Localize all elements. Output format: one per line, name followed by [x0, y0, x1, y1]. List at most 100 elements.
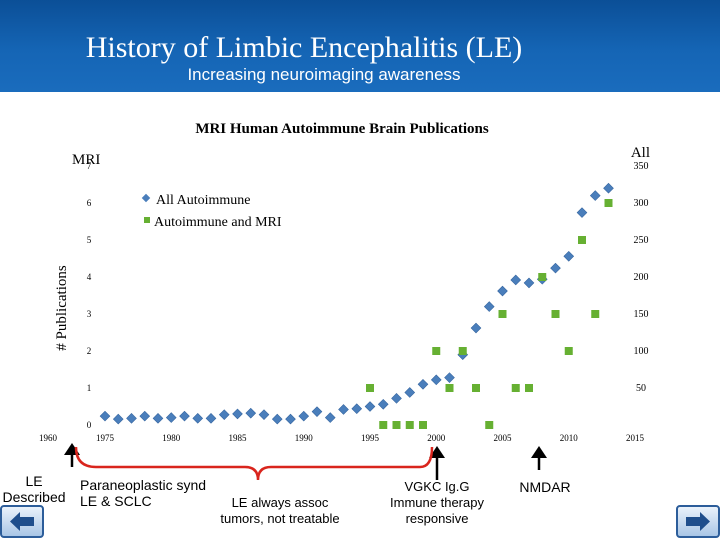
title-banner [0, 0, 720, 92]
next-slide-button[interactable] [676, 505, 720, 538]
left-tick-label: 3 [87, 309, 92, 319]
x-tick-label: 1960 [39, 433, 58, 443]
x-tick-label: 1995 [361, 433, 380, 443]
point-all-autoimmune [351, 403, 363, 415]
left-tick-label: 6 [87, 198, 92, 208]
right-tick-label: 50 [636, 383, 646, 394]
point-autoimmune-mri [405, 421, 414, 429]
point-autoimmune-mri [419, 421, 427, 429]
legend-marker-all [141, 193, 151, 203]
prev-slide-button[interactable] [0, 505, 44, 538]
legend: All Autoimmune Autoimmune and MRI [141, 193, 282, 230]
point-all-autoimmune [523, 277, 535, 289]
point-all-autoimmune [470, 322, 482, 334]
point-all-autoimmune [589, 190, 601, 201]
x-tick-label: 1985 [229, 433, 248, 443]
point-all-autoimmune [497, 285, 508, 297]
point-all-autoimmune [364, 401, 376, 412]
point-autoimmune-mri [498, 310, 507, 318]
right-tick-label: 150 [634, 309, 649, 320]
point-autoimmune-mri [604, 199, 613, 207]
left-tick-label: 5 [87, 235, 92, 245]
point-all-autoimmune [483, 301, 495, 312]
legend-label-mri: Autoimmune and MRI [154, 215, 282, 230]
point-autoimmune-mri [511, 384, 520, 392]
x-tick-label: 2005 [494, 433, 513, 443]
legend-marker-mri [144, 217, 150, 223]
series-all-autoimmune [99, 182, 614, 425]
point-all-autoimmune [205, 413, 217, 424]
right-tick-label: 250 [634, 235, 649, 246]
point-autoimmune-mri [578, 236, 586, 244]
point-all-autoimmune [152, 413, 164, 424]
point-autoimmune-mri [551, 310, 560, 318]
point-all-autoimmune [550, 262, 561, 274]
arrow-left-icon [10, 512, 34, 531]
left-axis-ticks: 0 1 2 3 4 5 6 7 [87, 161, 92, 430]
point-autoimmune-mri [445, 384, 454, 392]
left-tick-label: 0 [87, 420, 92, 430]
point-autoimmune-mri [472, 384, 480, 392]
point-all-autoimmune [417, 378, 429, 390]
point-autoimmune-mri [525, 384, 533, 392]
point-all-autoimmune [218, 409, 230, 420]
x-tick-label: 2015 [626, 433, 645, 443]
le-described-label: LE Described [2, 473, 66, 505]
point-all-autoimmune [298, 410, 310, 422]
right-tick-label: 100 [634, 346, 649, 357]
paraneoplastic-label: Paraneoplastic synd LE & SCLC [80, 477, 207, 509]
point-all-autoimmune [430, 374, 442, 386]
chart-title: MRI Human Autoimmune Brain Publications [195, 121, 489, 137]
point-all-autoimmune [444, 372, 455, 383]
x-tick-label: 1975 [96, 433, 115, 443]
x-tick-label: 1980 [162, 433, 181, 443]
point-autoimmune-mri [564, 347, 573, 355]
point-autoimmune-mri [538, 273, 547, 281]
right-tick-label: 300 [634, 198, 649, 209]
left-tick-label: 1 [87, 383, 92, 393]
point-all-autoimmune [165, 412, 177, 423]
point-all-autoimmune [563, 250, 575, 262]
x-axis-ticks: 1960 1975 1980 1985 1990 1995 2000 2005 2010 2015 [39, 433, 645, 443]
left-tick-label: 7 [87, 161, 92, 171]
not-treatable-label: LE always assoc tumors, not treatable [220, 495, 340, 526]
point-all-autoimmune [404, 387, 416, 398]
nmdar-label: NMDAR [519, 479, 571, 495]
point-all-autoimmune [99, 410, 111, 422]
point-all-autoimmune [338, 404, 349, 415]
point-autoimmune-mri [485, 421, 494, 429]
point-all-autoimmune [576, 207, 588, 218]
point-all-autoimmune [603, 182, 614, 194]
point-all-autoimmune [258, 409, 270, 420]
right-tick-label: 200 [634, 272, 649, 283]
left-tick-label: 4 [87, 272, 92, 282]
right-tick-label: 350 [634, 161, 649, 172]
point-autoimmune-mri [432, 347, 441, 355]
y-axis-label: # Publications [54, 265, 70, 351]
point-all-autoimmune [377, 398, 389, 410]
x-tick-label: 2010 [560, 433, 579, 443]
point-autoimmune-mri [379, 421, 388, 429]
point-all-autoimmune [391, 393, 402, 404]
point-all-autoimmune [245, 407, 257, 419]
x-tick-label: 1990 [295, 433, 314, 443]
point-all-autoimmune [192, 413, 204, 424]
point-autoimmune-mri [366, 384, 374, 392]
publications-chart: MRI Human Autoimmune Brain Publications … [39, 121, 650, 443]
arrow-right-icon [686, 512, 710, 531]
point-all-autoimmune [179, 410, 190, 422]
slide-subtitle: Increasing neuroimaging awareness [187, 65, 461, 84]
point-all-autoimmune [232, 408, 243, 420]
point-all-autoimmune [324, 412, 336, 423]
right-axis-ticks: 50 100 150 200 250 300 350 [634, 161, 649, 394]
point-autoimmune-mri [591, 310, 600, 318]
point-all-autoimmune [112, 413, 124, 425]
legend-label-all: All Autoimmune [156, 193, 251, 208]
left-tick-label: 2 [87, 346, 92, 356]
point-all-autoimmune [311, 406, 323, 417]
point-all-autoimmune [271, 413, 283, 425]
series-autoimmune-mri [366, 199, 613, 429]
x-tick-label: 2000 [427, 433, 446, 443]
point-all-autoimmune [285, 413, 296, 425]
point-all-autoimmune [139, 410, 151, 422]
